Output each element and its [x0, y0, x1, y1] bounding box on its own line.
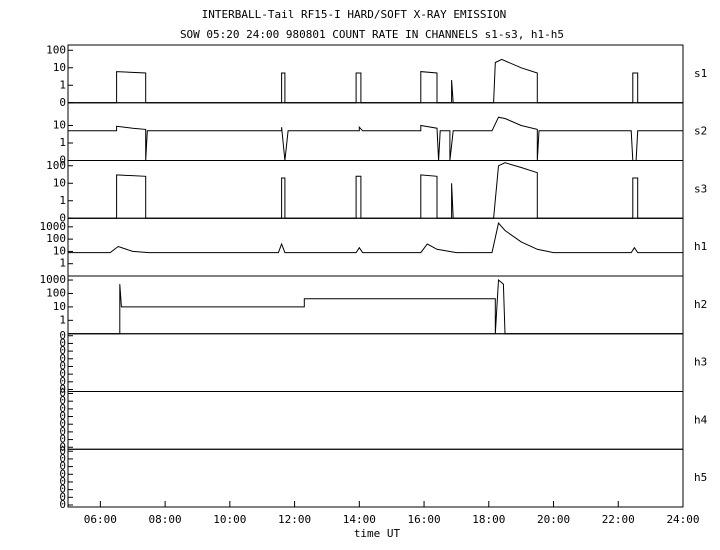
x-tick-label: 16:00	[407, 513, 440, 526]
x-tick-label: 10:00	[213, 513, 246, 526]
panel-label: s3	[694, 182, 707, 195]
y-tick-label: 100	[46, 159, 66, 172]
data-line	[68, 116, 683, 161]
y-tick-label: 0	[59, 336, 66, 349]
y-tick-label: 0	[59, 475, 66, 488]
panel-frame	[67, 333, 684, 392]
y-tick-label: 0	[59, 96, 66, 109]
y-tick-label: 10	[53, 61, 66, 74]
chart-title: INTERBALL-Tail RF15-I HARD/SOFT X-RAY EM…	[202, 8, 507, 21]
panel-label: s1	[694, 67, 707, 80]
y-tick-label: 0	[59, 154, 66, 167]
y-tick-label: 10	[53, 119, 66, 132]
y-tick-label: 1	[59, 136, 66, 149]
y-tick-label: 100	[46, 232, 66, 245]
y-tick-label: 0	[59, 387, 66, 400]
y-tick-label: 0	[59, 394, 66, 407]
y-tick-label: 0	[59, 211, 66, 224]
y-tick-label: 0	[59, 410, 66, 423]
y-tick-label: 0	[59, 452, 66, 465]
y-tick-label: 0	[59, 329, 66, 342]
y-tick-label: 100	[46, 286, 66, 299]
x-tick-label: 12:00	[278, 513, 311, 526]
y-tick-label: 1000	[40, 273, 67, 286]
y-tick-label: 0	[59, 359, 66, 372]
panel-frame	[67, 391, 684, 450]
y-tick-label: 0	[59, 383, 66, 396]
data-line	[68, 162, 683, 219]
data-line	[68, 58, 683, 104]
y-tick-label: 0	[59, 460, 66, 473]
y-tick-label: 0	[59, 417, 66, 430]
x-tick-label: 06:00	[84, 513, 117, 526]
x-tick-label: 14:00	[343, 513, 376, 526]
y-tick-label: 1	[59, 313, 66, 326]
panel-frame	[67, 275, 684, 335]
data-line	[68, 278, 683, 335]
chart-subtitle: SOW 05:20 24:00 980801 COUNT RATE IN CHA…	[180, 28, 564, 41]
y-tick-label: 0	[59, 367, 66, 380]
y-tick-label: 0	[59, 440, 66, 453]
x-tick-label: 20:00	[537, 513, 570, 526]
panel-frame	[67, 448, 684, 508]
y-tick-label: 0	[59, 467, 66, 480]
panel-label: h2	[694, 298, 707, 311]
y-tick-label: 10	[53, 176, 66, 189]
panel-frame	[67, 217, 684, 277]
panel-frame	[67, 160, 684, 219]
x-tick-label: 18:00	[472, 513, 505, 526]
y-tick-label: 0	[59, 483, 66, 496]
y-tick-label: 100	[46, 43, 66, 56]
panel-label: h5	[694, 471, 707, 484]
x-tick-label: 24:00	[666, 513, 699, 526]
panel-label: h4	[694, 413, 708, 426]
y-tick-label: 0	[59, 444, 66, 457]
y-tick-label: 0	[59, 498, 66, 511]
panel-label: s2	[694, 125, 707, 138]
x-tick-label: 22:00	[602, 513, 635, 526]
y-tick-label: 0	[59, 425, 66, 438]
y-tick-label: 1	[59, 257, 66, 270]
data-line	[68, 222, 683, 254]
y-tick-label: 1000	[40, 220, 67, 233]
y-tick-label: 0	[59, 433, 66, 446]
x-axis-label: time UT	[354, 527, 401, 540]
y-tick-label: 0	[59, 352, 66, 365]
y-tick-label: 0	[59, 402, 66, 415]
y-tick-label: 1	[59, 194, 66, 207]
y-tick-label: 0	[59, 344, 66, 357]
y-tick-label: 0	[59, 375, 66, 388]
y-tick-label: 1	[59, 78, 66, 91]
panel-frame	[67, 44, 684, 104]
panel-frame	[67, 102, 684, 161]
y-tick-label: 10	[53, 300, 66, 313]
y-tick-label: 0	[59, 490, 66, 503]
panel-label: h1	[694, 240, 707, 253]
panel-label: h3	[694, 356, 707, 369]
x-tick-label: 08:00	[149, 513, 182, 526]
y-tick-label: 10	[53, 244, 66, 257]
